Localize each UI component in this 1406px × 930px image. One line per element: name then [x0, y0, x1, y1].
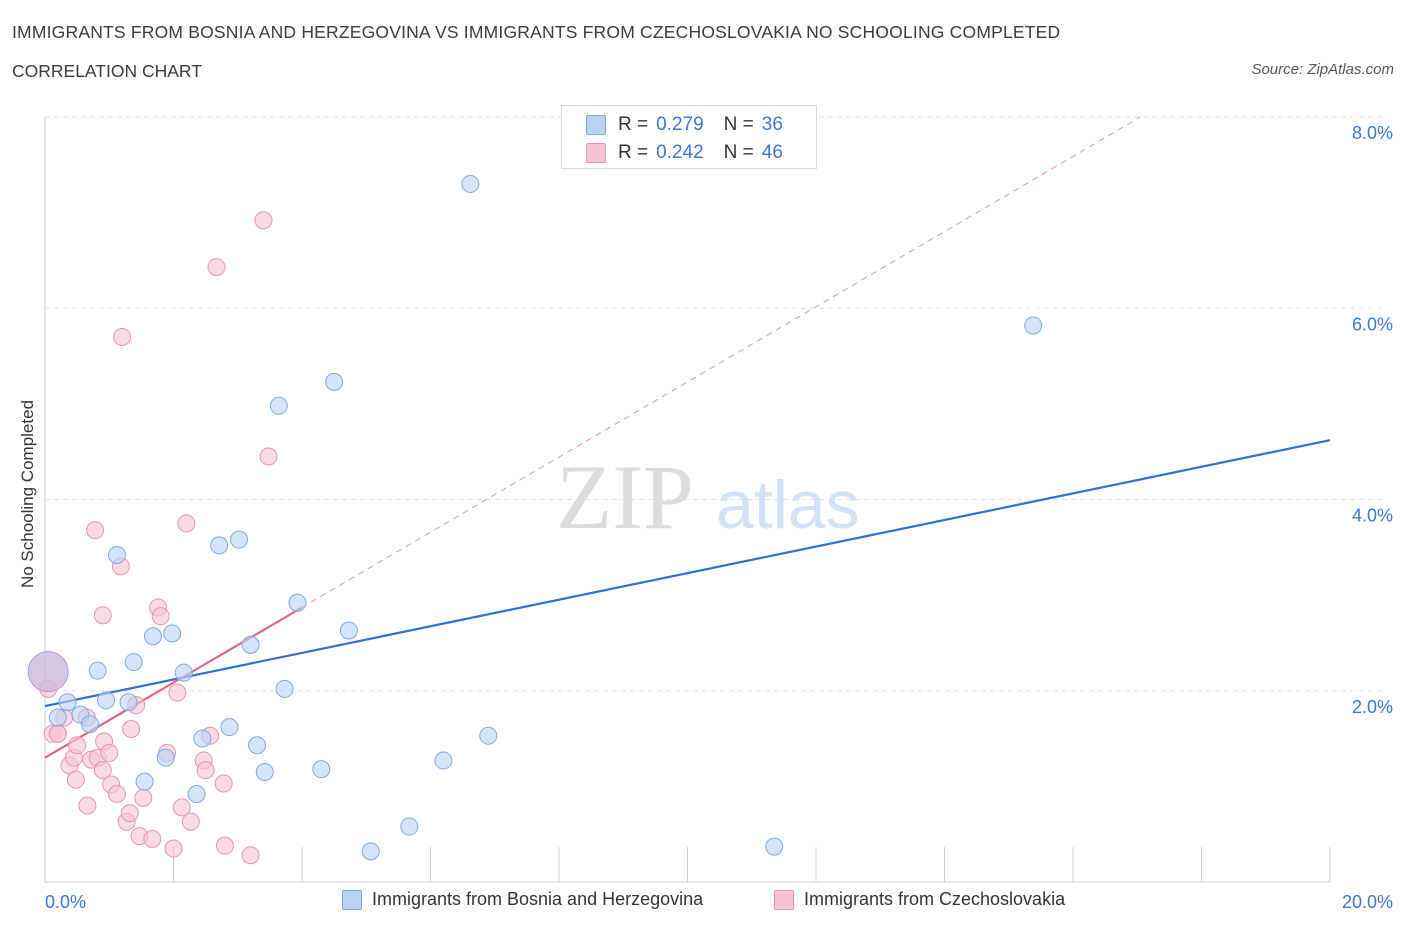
- data-point-czech: [134, 788, 153, 807]
- y-tick-label: 4.0%: [1352, 506, 1393, 526]
- trend-lines: [44, 116, 1331, 759]
- data-point-czech: [254, 211, 273, 230]
- data-point-bosnia: [241, 635, 260, 654]
- trend-line-bosnia: [44, 439, 1331, 708]
- grid-lines: [45, 116, 1385, 692]
- bottom-legend-swatch-bosnia: [342, 889, 362, 910]
- data-point-bosnia: [143, 627, 162, 646]
- data-point-bosnia: [119, 693, 138, 712]
- data-point-bosnia: [156, 748, 175, 767]
- data-point-czech: [143, 829, 162, 848]
- data-point-czech: [113, 327, 132, 346]
- data-point-czech: [93, 761, 112, 780]
- y-axis-label: No Schooling Completed: [18, 399, 37, 589]
- data-point-bosnia: [255, 763, 274, 782]
- legend-swatch-czech: [586, 143, 606, 163]
- data-point-bosnia: [361, 842, 380, 861]
- data-point-czech: [93, 606, 112, 625]
- data-point-czech: [86, 521, 105, 540]
- bottom-legend-swatch-czech: [774, 889, 794, 910]
- data-point-bosnia: [135, 772, 154, 791]
- y-tick-label: 2.0%: [1352, 697, 1393, 717]
- watermark-atlas: atlas: [716, 467, 860, 543]
- data-point-czech: [172, 798, 191, 817]
- x-tick-label-max: 20.0%: [1342, 892, 1393, 912]
- data-point-czech: [214, 774, 233, 793]
- data-point-bosnia: [275, 679, 294, 698]
- chart-title: IMMIGRANTS FROM BOSNIA AND HERZEGOVINA V…: [12, 22, 1061, 42]
- data-point-bosnia: [97, 691, 116, 710]
- bottom-legend-bosnia: Immigrants from Bosnia and Herzegovina: [342, 889, 703, 910]
- stats-legend-row-bosnia: R = 0.279 N = 36: [586, 113, 783, 137]
- bottom-legend-label-bosnia: Immigrants from Bosnia and Herzegovina: [372, 889, 704, 909]
- data-point-czech: [120, 804, 139, 823]
- data-point-czech: [48, 724, 67, 743]
- data-point-bosnia: [434, 751, 453, 770]
- data-point-czech: [107, 785, 126, 804]
- data-point-bosnia: [193, 729, 212, 748]
- data-point-czech: [215, 836, 234, 855]
- source-label: Source: ZipAtlas.com: [1251, 61, 1394, 78]
- data-point-bosnia: [230, 530, 249, 549]
- legend-r-value: 0.279: [656, 114, 704, 135]
- data-point-czech: [168, 683, 187, 702]
- data-point-bosnia: [48, 708, 67, 727]
- bottom-legend-czech: Immigrants from Czechoslovakia: [774, 889, 1065, 910]
- stats-legend-row-czech: R = 0.242 N = 46: [586, 141, 783, 165]
- stats-legend: R = 0.279 N = 36 R = 0.242 N = 46: [561, 105, 817, 169]
- data-point-bosnia: [339, 621, 358, 640]
- data-point-bosnia: [479, 726, 498, 745]
- legend-r-label: R =: [618, 114, 649, 135]
- data-point-bosnia: [312, 760, 331, 779]
- data-point-bosnia: [248, 736, 267, 755]
- data-point-bosnia: [210, 536, 229, 555]
- y-tick-label: 6.0%: [1352, 314, 1393, 334]
- data-point-bosnia: [461, 174, 480, 193]
- legend-r-value: 0.242: [656, 142, 704, 163]
- data-point-czech: [122, 720, 141, 738]
- data-point-bosnia: [80, 715, 99, 734]
- data-point-bosnia: [269, 396, 288, 415]
- legend-n-value: 36: [761, 114, 783, 135]
- data-point-bosnia: [220, 718, 239, 737]
- bottom-legend-label-czech: Immigrants from Czechoslovakia: [804, 889, 1066, 909]
- data-point-bosnia: [174, 663, 193, 682]
- data-point-bosnia: [88, 661, 107, 680]
- data-point-bosnia: [325, 372, 344, 391]
- data-point-czech: [164, 839, 183, 858]
- legend-n-label: N =: [723, 114, 754, 135]
- data-point-bosnia: [288, 593, 307, 612]
- data-point-czech: [78, 796, 97, 815]
- data-point-czech: [196, 761, 215, 780]
- data-point-czech: [241, 846, 260, 865]
- data-point-bosnia: [400, 817, 419, 836]
- data-point-czech: [68, 736, 87, 755]
- data-points: [27, 174, 1043, 865]
- data-point-czech: [151, 607, 170, 626]
- legend-n-value: 46: [761, 142, 783, 163]
- legend-r-label: R =: [618, 142, 649, 163]
- data-point-bosnia: [27, 651, 69, 693]
- watermark-zip: ZIP: [556, 446, 694, 548]
- tick-labels: 2.0% 4.0% 6.0% 8.0% 0.0% 20.0%: [45, 123, 1393, 912]
- data-point-czech: [181, 812, 200, 831]
- data-point-czech: [66, 770, 85, 789]
- chart-subtitle: CORRELATION CHART: [12, 61, 202, 81]
- legend-n-label: N =: [723, 142, 754, 163]
- data-point-bosnia: [1024, 316, 1043, 335]
- data-point-bosnia: [124, 653, 143, 672]
- x-tick-label-min: 0.0%: [45, 892, 86, 912]
- data-point-bosnia: [107, 545, 126, 564]
- data-point-bosnia: [58, 693, 77, 712]
- y-tick-label: 8.0%: [1352, 123, 1393, 143]
- data-point-bosnia: [187, 785, 206, 804]
- data-point-bosnia: [163, 624, 182, 643]
- data-point-czech: [259, 447, 278, 466]
- data-point-czech: [207, 258, 226, 277]
- data-point-bosnia: [765, 837, 784, 856]
- data-point-czech: [177, 514, 196, 533]
- data-point-czech: [100, 743, 119, 762]
- legend-swatch-bosnia: [586, 115, 606, 135]
